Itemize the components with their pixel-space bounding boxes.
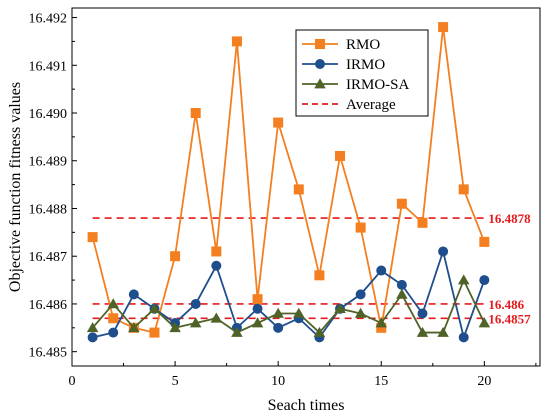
x-axis-label: Seach times bbox=[268, 397, 345, 414]
legend-label: IRMO bbox=[346, 57, 385, 73]
data-point bbox=[355, 289, 366, 300]
data-point bbox=[293, 307, 305, 318]
x-tick-label: 20 bbox=[477, 374, 491, 389]
y-axis-label: Objective function fitness values bbox=[7, 82, 24, 292]
data-point bbox=[108, 327, 119, 338]
legend-item: IRMO bbox=[302, 57, 385, 73]
data-point bbox=[87, 232, 98, 243]
data-point bbox=[211, 246, 222, 257]
y-tick-label: 16.492 bbox=[29, 12, 68, 27]
series-rmo bbox=[87, 22, 490, 338]
y-tick-label: 16.488 bbox=[29, 202, 68, 217]
data-point bbox=[334, 302, 346, 314]
data-point bbox=[272, 307, 284, 318]
legend-label: Average bbox=[346, 97, 396, 113]
y-tick-label: 16.489 bbox=[29, 155, 68, 170]
legend-item: Average bbox=[302, 97, 396, 113]
data-point bbox=[396, 198, 407, 209]
data-point bbox=[376, 265, 387, 276]
data-point bbox=[211, 260, 222, 271]
plot-frame bbox=[71, 7, 541, 367]
data-point bbox=[190, 108, 201, 119]
data-point bbox=[210, 312, 223, 323]
average-value-label: 16.486 bbox=[488, 297, 524, 312]
average-value-label: 16.4878 bbox=[488, 211, 531, 226]
data-point bbox=[376, 322, 387, 333]
data-point bbox=[314, 270, 325, 281]
data-point bbox=[108, 313, 119, 324]
x-tick-label: 15 bbox=[374, 374, 388, 389]
y-tick-label: 16.486 bbox=[29, 298, 68, 313]
data-point bbox=[170, 251, 181, 262]
data-point bbox=[375, 317, 388, 328]
data-point bbox=[417, 217, 428, 228]
data-point bbox=[458, 332, 469, 343]
x-tick-label: 10 bbox=[271, 374, 285, 389]
data-point bbox=[396, 279, 407, 290]
legend-marker bbox=[314, 78, 326, 89]
data-point bbox=[128, 322, 140, 333]
data-point bbox=[149, 327, 160, 338]
average-value-label: 16.4857 bbox=[488, 311, 531, 326]
data-point bbox=[169, 322, 181, 333]
data-point bbox=[335, 150, 346, 161]
data-point bbox=[273, 117, 284, 128]
data-point bbox=[438, 246, 449, 257]
axis-ticks: 0 5 10 15 20 16.485 16.486 16.487 16.488 16.489 16… bbox=[29, 12, 537, 389]
legend-marker bbox=[315, 59, 325, 69]
data-point bbox=[313, 326, 326, 337]
data-point bbox=[273, 322, 284, 333]
x-tick-label: 5 bbox=[172, 374, 179, 389]
data-point bbox=[128, 289, 139, 300]
series-line bbox=[92, 248, 486, 341]
data-point bbox=[189, 317, 202, 328]
y-tick-label: 16.490 bbox=[29, 107, 68, 122]
data-point bbox=[478, 317, 491, 328]
y-tick-label: 16.491 bbox=[29, 59, 68, 74]
data-point bbox=[396, 288, 408, 299]
data-point bbox=[458, 184, 469, 195]
data-point bbox=[252, 303, 263, 314]
data-point bbox=[479, 275, 490, 286]
data-point bbox=[231, 326, 243, 337]
series-irmo-sa bbox=[86, 274, 491, 337]
legend: RMO IRMO IRMO-SA Average bbox=[295, 29, 429, 117]
legend-item: RMO bbox=[302, 37, 380, 53]
legend-label: IRMO-SA bbox=[346, 77, 410, 93]
legend-marker bbox=[315, 39, 325, 49]
data-point bbox=[479, 236, 490, 247]
data-point bbox=[355, 222, 366, 233]
data-point bbox=[87, 332, 98, 343]
data-point bbox=[107, 298, 119, 309]
data-point bbox=[293, 184, 304, 195]
x-tick-label: 0 bbox=[69, 374, 76, 389]
data-point bbox=[148, 302, 161, 314]
data-point bbox=[231, 36, 242, 47]
data-point bbox=[251, 317, 264, 328]
data-point bbox=[354, 307, 367, 318]
data-point bbox=[86, 322, 99, 333]
data-point bbox=[437, 326, 449, 337]
y-tick-label: 16.485 bbox=[29, 346, 68, 361]
data-series bbox=[86, 22, 491, 343]
data-point bbox=[417, 308, 428, 319]
y-tick-label: 16.487 bbox=[29, 250, 68, 265]
data-point bbox=[416, 326, 429, 337]
data-point bbox=[252, 294, 263, 305]
data-point bbox=[457, 274, 470, 285]
data-point bbox=[438, 22, 449, 33]
data-point bbox=[190, 298, 201, 309]
legend-label: RMO bbox=[346, 37, 380, 53]
legend-item: IRMO-SA bbox=[302, 77, 410, 93]
series-irmo bbox=[87, 246, 490, 343]
